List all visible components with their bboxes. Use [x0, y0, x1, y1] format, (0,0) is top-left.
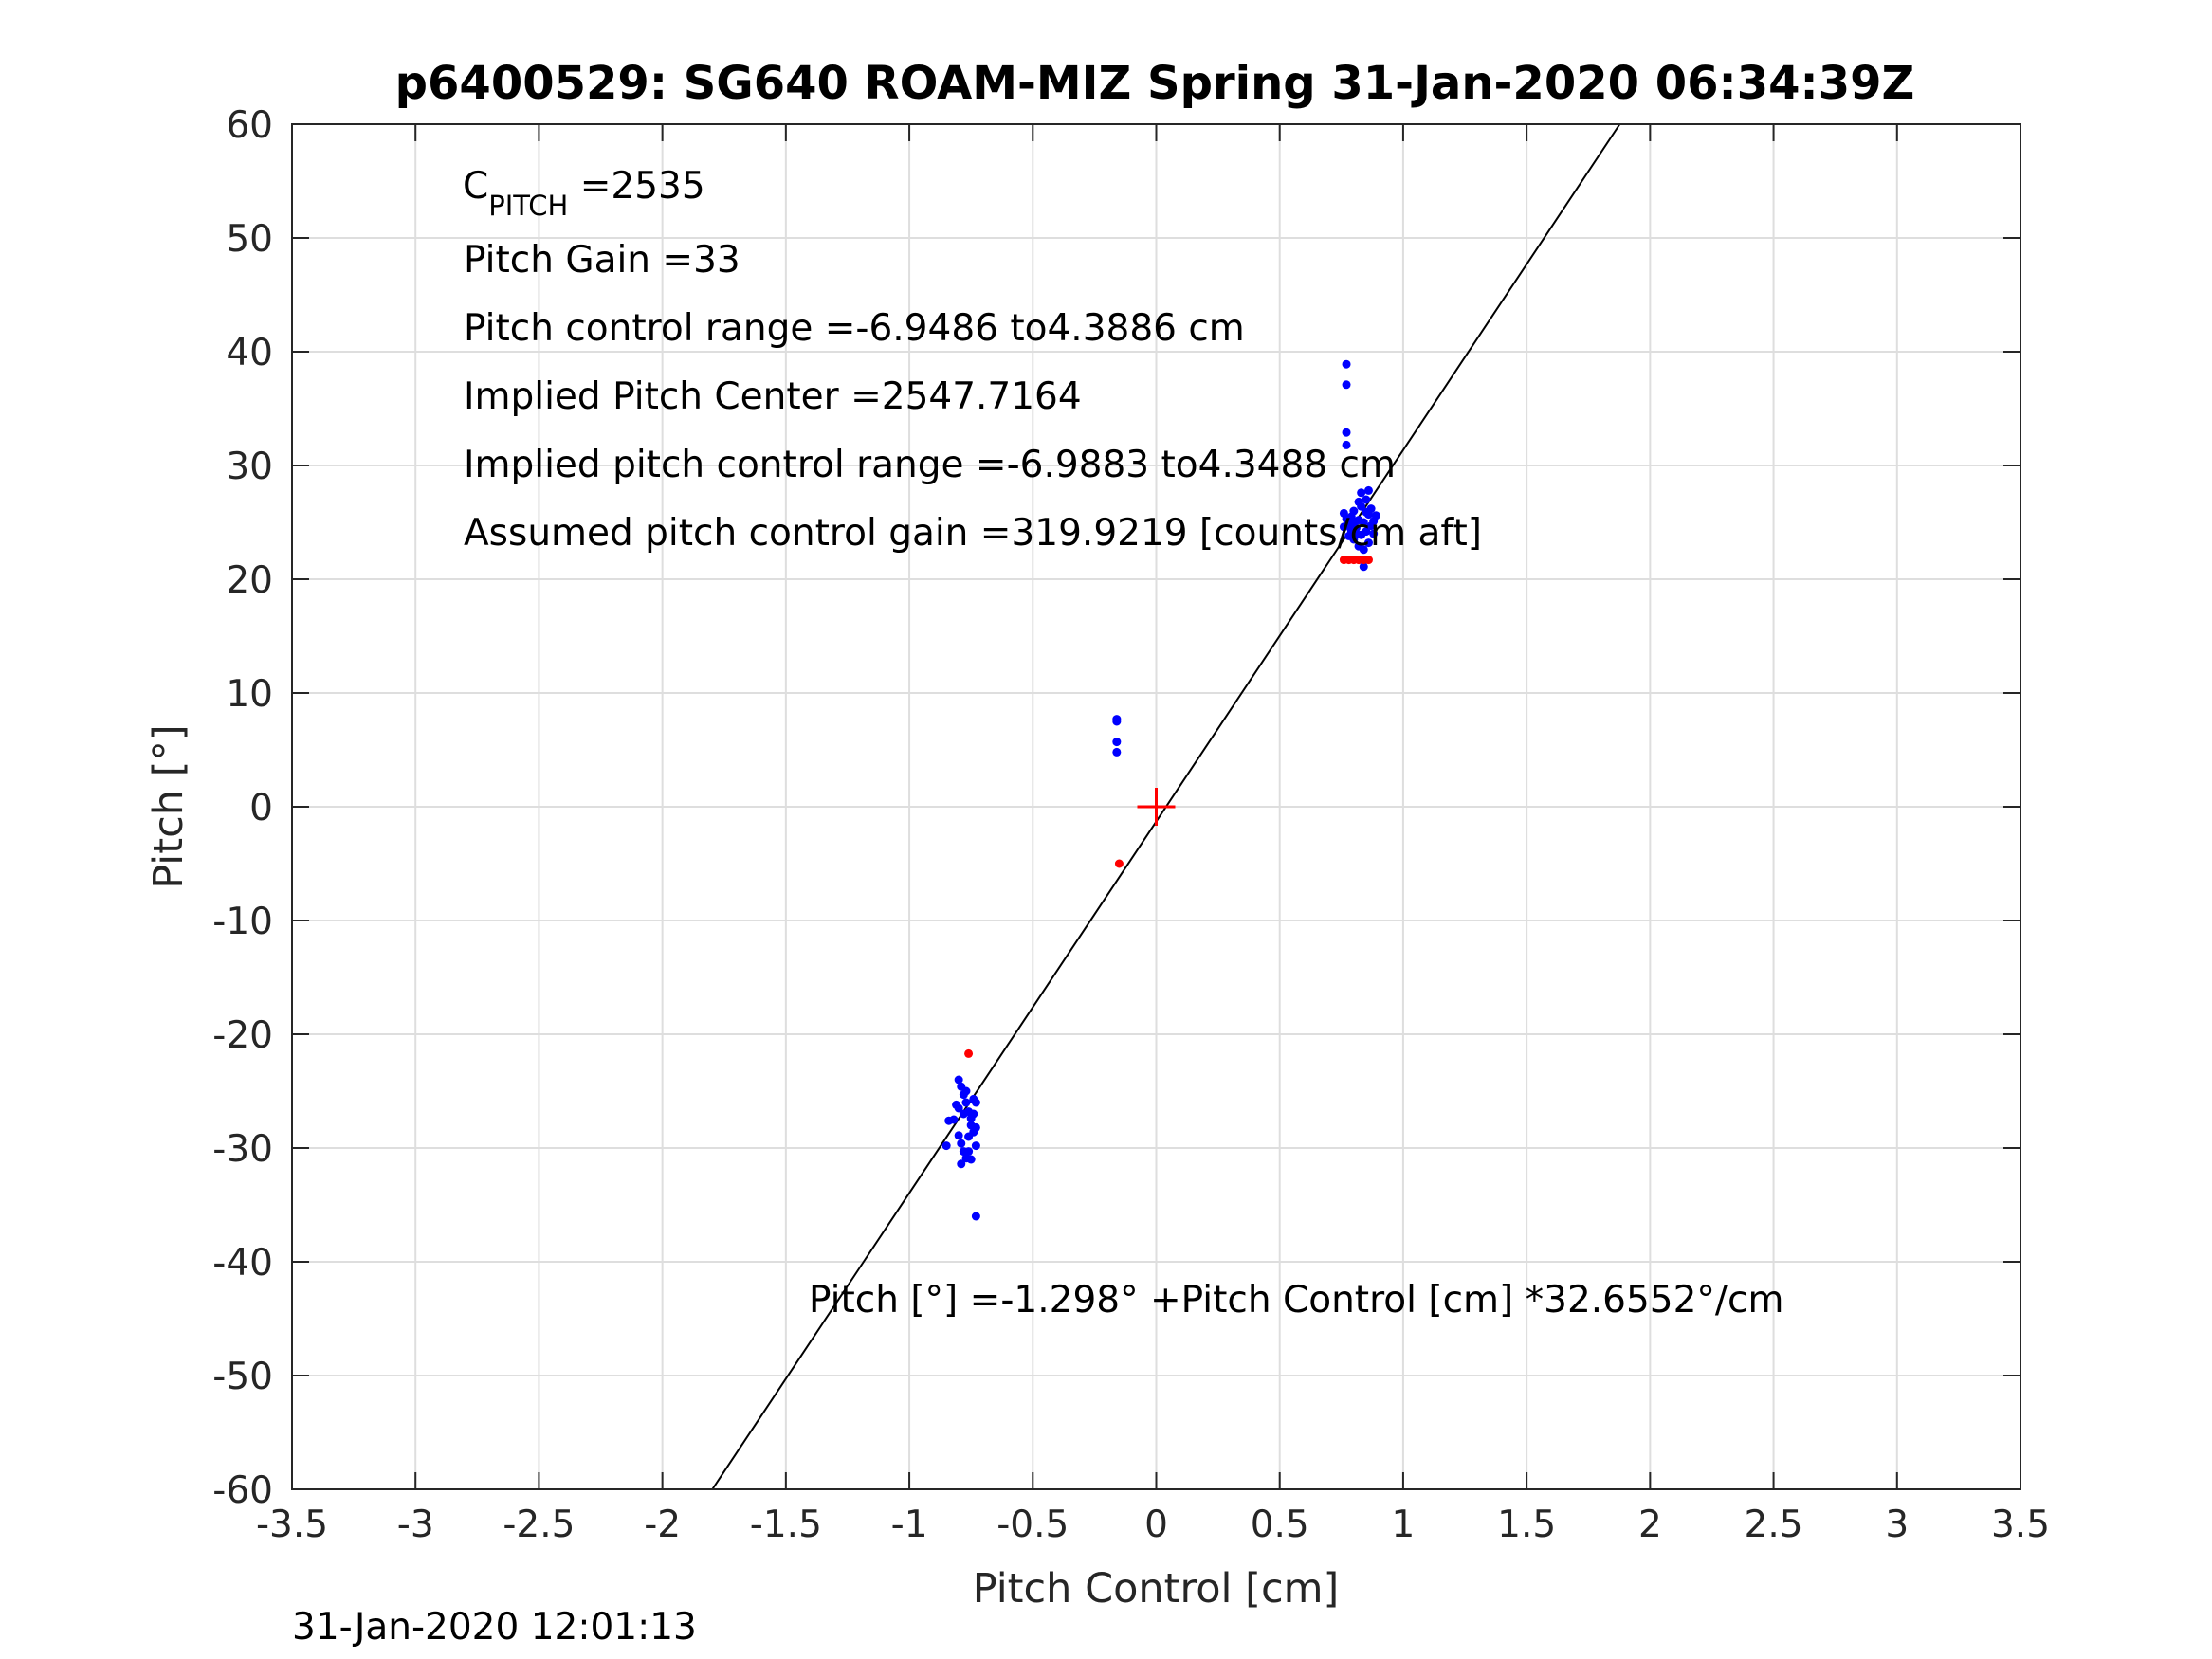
x-axis-label: Pitch Control [cm] [973, 1565, 1340, 1613]
x-tick-label: -1.5 [750, 1504, 822, 1546]
y-tick-label: -30 [212, 1128, 273, 1171]
x-tick-label: -0.5 [996, 1504, 1069, 1546]
axis-ticks [291, 123, 2021, 1490]
y-tick-label: 20 [226, 559, 273, 602]
assumed-pitch-control-gain-annotation: Assumed pitch control gain =319.9219 [co… [464, 512, 1482, 555]
chart-title: p6400529: SG640 ROAM-MIZ Spring 31-Jan-2… [395, 57, 1915, 110]
cpitch-value: =2535 [568, 165, 704, 208]
x-tick-label: 1.5 [1497, 1504, 1556, 1546]
y-tick-label: 50 [226, 218, 273, 261]
blue-data-point [1339, 522, 1348, 532]
x-tick-label: -1 [891, 1504, 928, 1546]
blue-data-point [957, 1159, 966, 1169]
fit-equation-annotation: Pitch [°] =-1.298° +Pitch Control [cm] *… [809, 1279, 1783, 1322]
blue-data-point [1342, 359, 1351, 369]
blue-data-point [971, 1098, 980, 1107]
red-data-point [1363, 556, 1373, 565]
y-tick-label: 40 [226, 332, 273, 374]
blue-data-point [1354, 497, 1363, 506]
blue-data-point [1112, 747, 1122, 757]
x-tick-label: -2 [644, 1504, 681, 1546]
blue-data-point [969, 1109, 978, 1119]
y-tick-label: -20 [212, 1014, 273, 1057]
y-tick-label: 0 [249, 787, 273, 830]
pitch-control-range-annotation: Pitch control range =-6.9486 to4.3886 cm [464, 307, 1245, 350]
data-points [941, 359, 1380, 1221]
plot-frame [291, 123, 2021, 1490]
blue-data-point [1359, 545, 1368, 555]
blue-data-point [1342, 380, 1351, 390]
blue-data-point [1366, 521, 1376, 531]
blue-data-point [1349, 506, 1359, 516]
pitch-gain-annotation: Pitch Gain =33 [464, 239, 740, 282]
blue-data-point [1359, 562, 1368, 572]
blue-data-point [959, 1109, 968, 1119]
blue-data-point [954, 1131, 963, 1140]
blue-data-point [1369, 529, 1379, 538]
blue-data-point [1362, 507, 1371, 517]
blue-data-point [966, 1155, 976, 1164]
y-tick-label: -50 [212, 1356, 273, 1398]
blue-data-point [1357, 530, 1366, 539]
blue-data-point [941, 1141, 951, 1151]
x-tick-label: 0 [1144, 1504, 1168, 1546]
blue-data-point [1363, 485, 1373, 495]
blue-data-point [961, 1098, 971, 1107]
blue-data-point [957, 1139, 966, 1148]
red-data-point [1114, 859, 1124, 868]
x-tick-label: 2.5 [1745, 1504, 1803, 1546]
blue-data-point [1359, 518, 1368, 527]
x-tick-label: 2 [1638, 1504, 1662, 1546]
blue-data-point [944, 1116, 954, 1125]
timestamp: 31-Jan-2020 12:01:13 [292, 1606, 697, 1649]
blue-data-point [1362, 495, 1371, 504]
x-tick-labels: -3.5 -3 -2.5 -2 -1.5 -1 -0.5 0 0.5 1 1.5 2 2.5 3 3.5 [256, 1504, 2050, 1546]
x-tick-label: 3 [1885, 1504, 1909, 1546]
y-tick-label: -10 [212, 901, 273, 943]
y-tick-label: -60 [212, 1469, 273, 1512]
blue-data-point [1342, 428, 1351, 437]
blue-data-point [1112, 738, 1122, 747]
blue-data-point [954, 1103, 963, 1113]
blue-data-point [961, 1086, 971, 1096]
blue-data-point [1357, 488, 1366, 498]
blue-data-point [1344, 531, 1354, 540]
cpitch-main: C [463, 165, 488, 208]
implied-pitch-control-range-annotation: Implied pitch control range =-6.9883 to4… [464, 444, 1396, 486]
y-tick-label: 60 [226, 104, 273, 147]
cpitch-annotation: CPITCH =2535 [463, 165, 705, 222]
x-tick-label: -3 [397, 1504, 434, 1546]
x-tick-label: 3.5 [1991, 1504, 2050, 1546]
blue-data-point [954, 1075, 963, 1085]
y-tick-label: 10 [226, 673, 273, 716]
red-data-point [964, 1048, 974, 1058]
blue-data-point [971, 1212, 980, 1221]
blue-data-point [969, 1127, 978, 1137]
y-tick-labels: -60 -50 -40 -30 -20 -10 0 10 20 30 40 50 60 [212, 104, 273, 1512]
blue-data-point [1363, 538, 1373, 548]
cpitch-subscript: PITCH [488, 190, 568, 222]
blue-data-point [966, 1121, 976, 1130]
blue-data-point [1112, 717, 1122, 726]
blue-data-point [1342, 440, 1351, 449]
y-tick-label: -40 [212, 1242, 273, 1285]
blue-data-point [971, 1141, 980, 1151]
y-axis-label: Pitch [°] [145, 724, 192, 888]
x-tick-label: -2.5 [503, 1504, 575, 1546]
blue-data-point [1371, 511, 1380, 520]
x-tick-label: 1 [1392, 1504, 1416, 1546]
x-tick-label: -3.5 [256, 1504, 328, 1546]
blue-data-point [964, 1147, 974, 1157]
x-tick-label: 0.5 [1251, 1504, 1309, 1546]
y-tick-label: 30 [226, 446, 273, 488]
center-marker-group [1137, 788, 1176, 826]
implied-pitch-center-annotation: Implied Pitch Center =2547.7164 [464, 375, 1082, 418]
blue-data-point [1349, 518, 1359, 527]
